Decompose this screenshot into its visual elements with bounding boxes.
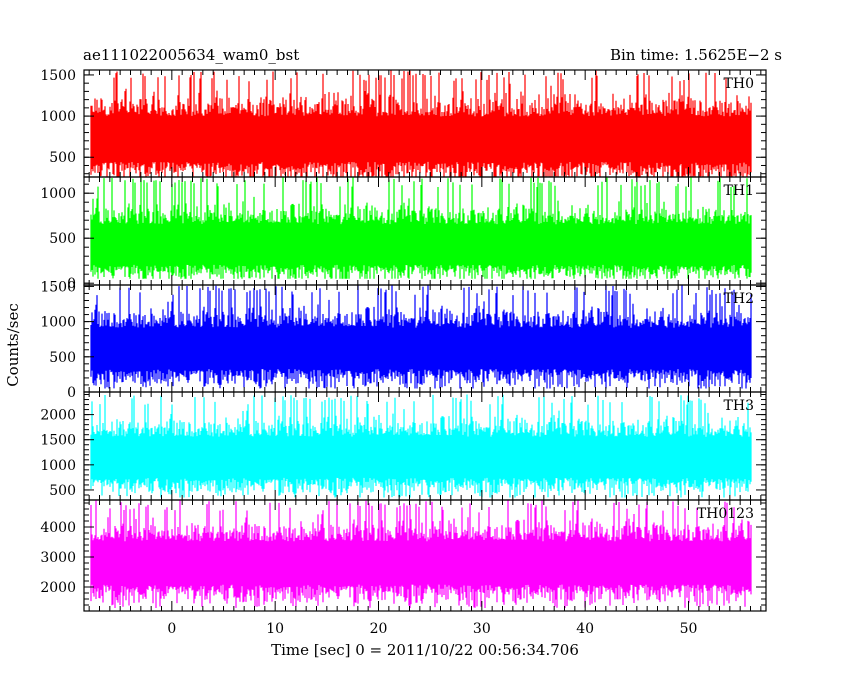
y-tick-label: 1500 xyxy=(40,433,76,449)
y-tick-label: 1500 xyxy=(40,68,76,84)
y-tick-label: 0 xyxy=(67,276,76,292)
y-tick-label: 500 xyxy=(49,350,76,366)
y-tick-label: 500 xyxy=(49,231,76,247)
panel-frame-th0123 xyxy=(83,499,767,612)
x-tick-label: 30 xyxy=(473,621,491,637)
y-tick-label: 1000 xyxy=(40,186,76,202)
x-tick-label: 0 xyxy=(167,621,176,637)
x-tick-label: 20 xyxy=(370,621,388,637)
panel-label-th0: TH0 xyxy=(724,76,754,92)
x-tick-label: 50 xyxy=(680,621,698,637)
series-line-th0123 xyxy=(90,500,752,608)
panel-label-th0123: TH0123 xyxy=(697,506,754,522)
y-tick-label: 1000 xyxy=(40,315,76,331)
y-tick-label: 500 xyxy=(49,150,76,166)
y-tick-label: 2000 xyxy=(40,408,76,424)
x-tick-label: 40 xyxy=(576,621,594,637)
panel-label-th1: TH1 xyxy=(724,183,754,199)
y-tick-label: 1500 xyxy=(40,279,76,295)
y-tick-label: 1000 xyxy=(40,458,76,474)
x-tick-label: 10 xyxy=(266,621,284,637)
series-line-th1 xyxy=(90,177,752,279)
y-axis-label: Counts/sec xyxy=(4,303,22,387)
series-line-th0 xyxy=(90,70,752,177)
y-tick-label: 4000 xyxy=(40,520,76,536)
panel-label-th2: TH2 xyxy=(724,291,754,307)
y-tick-label: 3000 xyxy=(40,550,76,566)
panel-label-th3: TH3 xyxy=(724,398,754,414)
series-line-th2 xyxy=(90,285,752,389)
y-tick-label: 2000 xyxy=(40,580,76,596)
bin-time-label: Bin time: 1.5625E−2 s xyxy=(610,46,782,64)
y-tick-label: 1000 xyxy=(40,109,76,125)
chart-title: ae111022005634_wam0_bst xyxy=(83,46,299,64)
y-tick-label: 500 xyxy=(49,483,76,499)
y-tick-label: 0 xyxy=(67,385,76,401)
series-line-th3 xyxy=(90,394,752,498)
x-axis-label: Time [sec] 0 = 2011/10/22 00:56:34.706 xyxy=(271,641,579,659)
